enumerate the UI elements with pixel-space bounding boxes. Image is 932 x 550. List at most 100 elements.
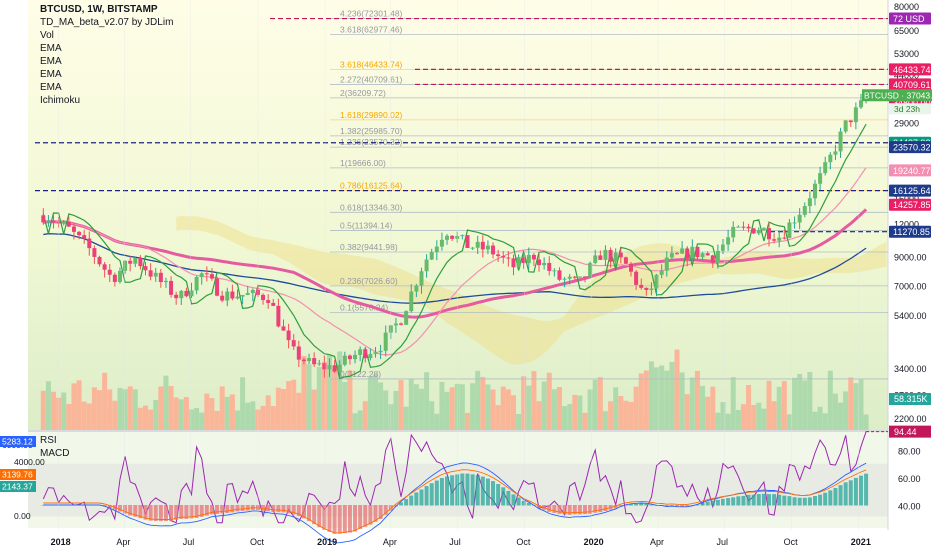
fib-label: 0.236(7026.60) bbox=[340, 276, 398, 286]
indicator-label[interactable]: EMA bbox=[40, 69, 62, 80]
candle-body bbox=[332, 365, 337, 372]
volume-bar bbox=[178, 399, 184, 430]
macd-histogram-bar bbox=[491, 481, 496, 506]
candle-body bbox=[189, 290, 194, 297]
rsi-label[interactable]: RSI bbox=[40, 435, 57, 446]
indicator-label[interactable]: EMA bbox=[40, 82, 62, 93]
volume-bar bbox=[771, 401, 777, 430]
volume-bar bbox=[807, 372, 813, 430]
candle-body bbox=[337, 364, 342, 372]
macd-histogram-bar bbox=[669, 505, 674, 507]
volume-bar bbox=[148, 409, 154, 430]
macd-histogram-bar bbox=[286, 505, 291, 514]
candle-body bbox=[521, 257, 526, 264]
macd-histogram-bar bbox=[664, 505, 669, 507]
time-axis: 2018 Apr Jul Oct 2019 Apr Jul Oct 2020 Apr Jul Oct 2… bbox=[51, 0, 871, 547]
candle-body bbox=[245, 293, 250, 295]
countdown-text: 3d 23h bbox=[894, 104, 920, 114]
volume-bar bbox=[541, 381, 547, 430]
macd-histogram-bar bbox=[342, 505, 347, 534]
candle-body bbox=[608, 249, 613, 262]
candle-body bbox=[169, 280, 174, 295]
volume-bar bbox=[372, 374, 378, 430]
price-axis: 8000065000530004400036000290002400019000… bbox=[862, 2, 932, 424]
fib-label: 1.236(23570.32) bbox=[340, 137, 403, 147]
fib-label: 1.618(29890.02) bbox=[340, 110, 403, 120]
volume-bar bbox=[158, 386, 164, 430]
time-tick: 2018 bbox=[51, 537, 71, 547]
volume-bar bbox=[86, 403, 92, 430]
candle-body bbox=[184, 290, 189, 297]
indicator-label[interactable]: Ichimoku bbox=[40, 95, 81, 106]
volume-bar bbox=[781, 380, 787, 430]
candle-body bbox=[358, 349, 363, 355]
macd-histogram-bar bbox=[838, 485, 843, 506]
macd-histogram-bar bbox=[301, 505, 306, 519]
price-pane-bg bbox=[28, 0, 888, 430]
macd-label[interactable]: MACD bbox=[40, 448, 70, 459]
symbol-title[interactable]: BTCUSD, 1W, BITSTAMP bbox=[40, 4, 158, 15]
candle-body bbox=[97, 256, 102, 265]
candle-body bbox=[112, 274, 117, 282]
candle-body bbox=[634, 271, 639, 285]
macd-histogram-bar bbox=[843, 482, 848, 506]
candle-body bbox=[419, 271, 424, 286]
candle-body bbox=[133, 258, 138, 264]
candle-body bbox=[782, 237, 787, 239]
macd-histogram-bar bbox=[128, 505, 133, 516]
macd-badge bbox=[0, 481, 36, 492]
candle-body bbox=[342, 355, 347, 365]
candle-body bbox=[756, 230, 761, 234]
fib-label: 0.382(9441.98) bbox=[340, 242, 398, 252]
macd-histogram-bar bbox=[644, 503, 649, 506]
candle-body bbox=[802, 206, 807, 215]
cloud-area bbox=[176, 216, 887, 365]
price-badge-text: 11270.85 bbox=[893, 227, 930, 237]
volume-bar bbox=[265, 395, 271, 430]
macd-histogram-bar bbox=[383, 505, 388, 515]
candle-body bbox=[751, 228, 756, 234]
indicator-label[interactable]: EMA bbox=[40, 43, 62, 54]
candle-body bbox=[669, 253, 674, 258]
macd-histogram-bar bbox=[802, 497, 807, 506]
volume-bar bbox=[546, 372, 552, 430]
indicator-label[interactable]: Vol bbox=[40, 30, 54, 41]
volume-bar bbox=[352, 413, 358, 430]
rsi-tick: 60.00 bbox=[898, 474, 921, 484]
last-price-text: BTCUSD · 37043.77 bbox=[864, 91, 932, 101]
candle-body bbox=[66, 221, 71, 227]
rsi-badge-text: 94.44 bbox=[894, 427, 917, 437]
volume-bar bbox=[602, 411, 608, 430]
time-tick: Apr bbox=[116, 537, 130, 547]
macd-histogram-bar bbox=[378, 505, 383, 519]
volume-bar bbox=[654, 367, 660, 430]
macd-histogram-bar bbox=[833, 487, 838, 506]
volume-bar bbox=[296, 392, 302, 430]
candle-body bbox=[378, 350, 383, 353]
volume-bar bbox=[521, 376, 527, 430]
candle-body bbox=[547, 262, 552, 271]
volume-bar bbox=[633, 386, 639, 430]
volume-bar bbox=[659, 365, 665, 430]
time-tick: Oct bbox=[784, 537, 799, 547]
price-badge bbox=[889, 78, 931, 91]
volume-bar bbox=[132, 389, 138, 430]
candle-body bbox=[250, 289, 255, 294]
price-badge bbox=[889, 63, 931, 76]
volume-bar bbox=[551, 389, 557, 430]
indicator-label[interactable]: TD_MA_beta_v2.07 by JDLim bbox=[40, 17, 174, 28]
candle-body bbox=[128, 260, 133, 264]
candle-body bbox=[511, 258, 516, 268]
macd-histogram-bar bbox=[516, 497, 521, 506]
candle-body bbox=[766, 228, 771, 240]
volume-bar bbox=[367, 376, 373, 430]
volume-bar bbox=[623, 400, 629, 430]
macd-histogram-bar bbox=[506, 490, 511, 506]
volume-bar bbox=[418, 388, 424, 430]
indicator-label[interactable]: EMA bbox=[40, 56, 62, 67]
volume-bar bbox=[117, 387, 123, 430]
candle-body bbox=[475, 241, 480, 248]
candle-body bbox=[41, 215, 46, 223]
